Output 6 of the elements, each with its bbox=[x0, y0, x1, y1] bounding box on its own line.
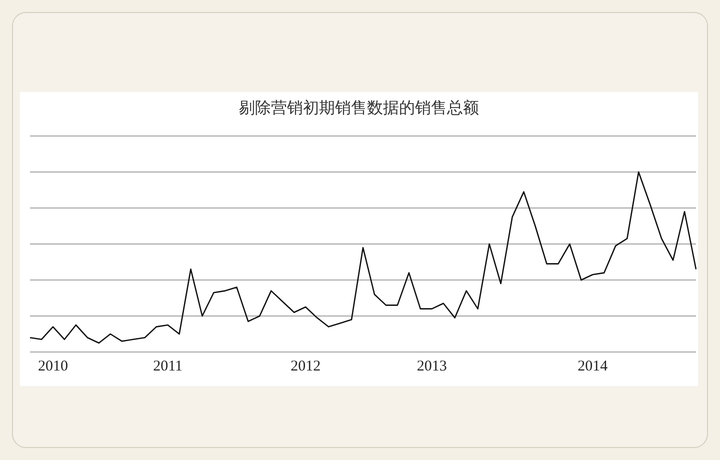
x-tick-label: 2011 bbox=[153, 358, 183, 375]
x-tick-label: 2013 bbox=[416, 358, 447, 375]
x-tick-label: 2012 bbox=[290, 358, 321, 375]
x-tick-label: 2014 bbox=[578, 358, 608, 375]
x-tick-label: 2010 bbox=[38, 358, 68, 375]
chart-title: 剔除营销初期销售数据的销售总额 bbox=[238, 98, 480, 119]
